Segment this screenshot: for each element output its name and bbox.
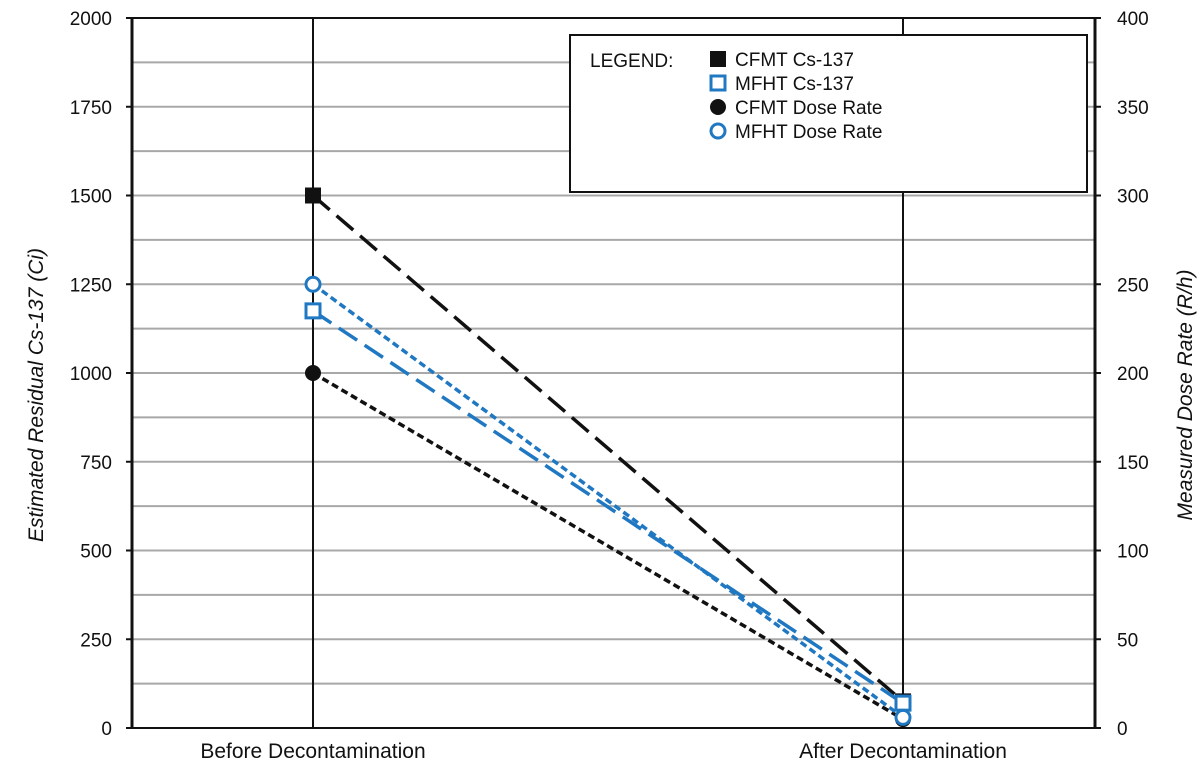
series-line-mfht-cs-137: [312, 309, 904, 705]
legend-marker: [710, 51, 726, 67]
right-tick-label: 350: [1117, 98, 1149, 119]
data-point-cfmt-cs-137: [305, 187, 321, 204]
left-tick-label: 1750: [70, 98, 112, 119]
right-tick-label: 250: [1117, 275, 1149, 296]
left-tick-label: 250: [80, 630, 112, 651]
left-tick-label: 1500: [70, 187, 112, 208]
legend-box: [569, 34, 1088, 193]
category-label: After Decontamination: [799, 740, 1007, 763]
data-point-cfmt-dose-rate: [305, 365, 321, 381]
right-tick-label: 200: [1117, 364, 1149, 385]
right-tick-label: 400: [1117, 9, 1149, 30]
legend-label: CFMT Cs-137: [735, 50, 854, 71]
data-point-mfht-cs-137: [304, 302, 322, 320]
legend-label: CFMT Dose Rate: [735, 98, 882, 119]
right-tick-label: 100: [1117, 542, 1149, 563]
left-tick-label: 1000: [70, 364, 112, 385]
legend-marker: [709, 122, 727, 140]
left-tick-label: 2000: [70, 9, 112, 30]
left-tick-label: 1250: [70, 275, 112, 296]
left-axis-title: Estimated Residual Cs-137 (Ci): [25, 248, 48, 542]
right-tick-label: 300: [1117, 187, 1149, 208]
legend-label: MFHT Dose Rate: [735, 122, 882, 143]
series-line-mfht-dose-rate: [311, 282, 905, 719]
category-labels: Before Decontamination After Decontaminat…: [200, 740, 1007, 763]
legend-title: LEGEND:: [590, 51, 673, 72]
left-tick-label: 0: [101, 719, 112, 740]
right-axis-ticks: 0 50 100 150 200 250 300 350 400: [1095, 9, 1149, 740]
left-axis-ticks: 0 250 500 750 1000 1250 1500 1750 2000: [70, 9, 132, 740]
legend-marker: [710, 99, 726, 115]
left-tick-label: 750: [80, 453, 112, 474]
right-axis-title: Measured Dose Rate (R/h): [1174, 270, 1197, 521]
data-point-mfht-dose-rate: [894, 708, 912, 726]
legend-label: MFHT Cs-137: [735, 74, 854, 95]
series-line-cfmt-cs-137: [311, 194, 905, 703]
legend-marker: [709, 74, 727, 92]
data-point-mfht-dose-rate: [304, 275, 322, 293]
right-tick-label: 50: [1117, 630, 1138, 651]
data-point-mfht-cs-137: [894, 694, 912, 712]
series-group: [304, 187, 912, 728]
left-tick-label: 500: [80, 542, 112, 563]
right-tick-label: 0: [1117, 719, 1128, 740]
legend: LEGEND: CFMT Cs-137 MFHT Cs-137 CFMT Dose …: [569, 34, 1088, 193]
series-line-cfmt-dose-rate: [312, 371, 904, 721]
category-label: Before Decontamination: [200, 740, 425, 763]
right-tick-label: 150: [1117, 453, 1149, 474]
